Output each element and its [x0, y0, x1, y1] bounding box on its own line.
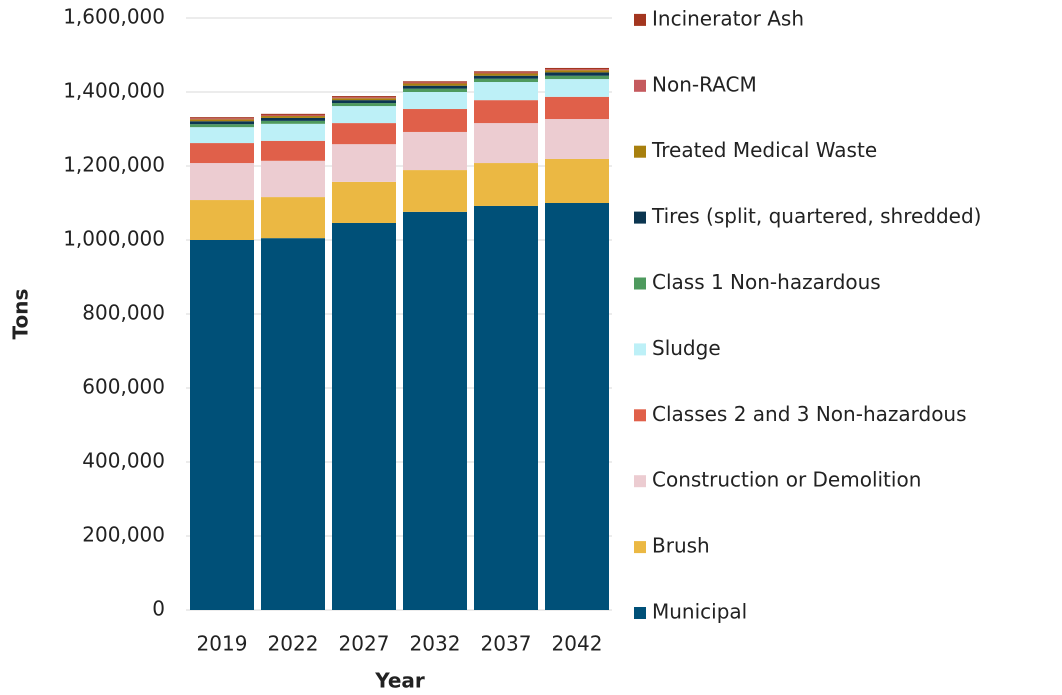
bar-segment — [190, 119, 254, 122]
bar-segment — [261, 116, 325, 118]
legend-label: Incinerator Ash — [652, 6, 804, 30]
bar-segment — [261, 160, 325, 198]
bar-segment — [545, 70, 609, 73]
bar-segment — [545, 96, 609, 120]
bar-segment — [403, 82, 467, 84]
y-tick-label: 400,000 — [82, 449, 165, 473]
bar-segment — [403, 85, 467, 89]
legend-label: Municipal — [652, 600, 747, 624]
bar-segment — [190, 240, 254, 610]
legend-swatch — [634, 475, 646, 488]
bar-segment — [474, 71, 538, 73]
y-tick-label: 800,000 — [82, 301, 165, 325]
bar-segment — [474, 205, 538, 610]
legend-swatch — [634, 343, 646, 356]
legend-label: Treated Medical Waste — [651, 138, 877, 162]
bar-segment — [332, 144, 396, 182]
bar-segment — [332, 222, 396, 611]
legend-swatch — [634, 13, 646, 26]
bar-segment — [332, 181, 396, 223]
bar-segment — [190, 117, 254, 119]
bar-segment — [190, 118, 254, 120]
bar-segment — [190, 121, 254, 125]
bar-segment — [332, 103, 396, 107]
bar-segment — [545, 79, 609, 97]
bar-segment — [332, 98, 396, 101]
bar-segment — [474, 82, 538, 101]
bar-segment — [545, 67, 609, 70]
bar-segment — [261, 238, 325, 610]
bar-segment — [190, 127, 254, 144]
bar-segment — [474, 73, 538, 76]
legend-swatch — [634, 277, 646, 290]
legend-label: Brush — [652, 534, 710, 558]
y-tick-label: 1,600,000 — [63, 5, 165, 29]
legend-swatch — [634, 145, 646, 158]
y-tick-label: 200,000 — [82, 523, 165, 547]
bar-segment — [545, 158, 609, 203]
y-tick-label: 1,200,000 — [63, 153, 165, 177]
y-tick-label: 0 — [152, 597, 165, 621]
y-axis-label: Tons — [9, 289, 33, 340]
bar-segment — [261, 120, 325, 124]
bar-segment — [545, 69, 609, 71]
y-tick-label: 600,000 — [82, 375, 165, 399]
bar-segment — [332, 123, 396, 145]
bar-segment — [403, 81, 467, 83]
bar-segment — [190, 124, 254, 128]
bar-segment — [261, 197, 325, 239]
legend-swatch — [634, 607, 646, 619]
bar-segment — [190, 200, 254, 240]
bar-segment — [403, 131, 467, 171]
bar-segment — [403, 170, 467, 212]
bar-segment — [474, 123, 538, 164]
bar-segment — [474, 100, 538, 124]
legend-label: Class 1 Non-hazardous — [652, 270, 881, 294]
bar-segment — [474, 163, 538, 206]
legend-label: Construction or Demolition — [652, 468, 921, 492]
bar-segment — [190, 143, 254, 164]
legend-swatch — [634, 211, 646, 224]
bar-segment — [474, 72, 538, 74]
bar-segment — [545, 119, 609, 159]
bar-segment — [474, 75, 538, 79]
bar-segment — [332, 100, 396, 104]
y-tick-label: 1,000,000 — [63, 227, 165, 251]
bar-segment — [403, 109, 467, 132]
bar-segment — [403, 92, 467, 110]
legend-label: Non-RACM — [652, 72, 757, 96]
x-tick-label: 2027 — [339, 632, 390, 656]
legend-label: Classes 2 and 3 Non-hazardous — [652, 402, 967, 426]
bar-segment — [332, 96, 396, 98]
bar-segment — [403, 88, 467, 92]
x-tick-label: 2042 — [552, 632, 603, 656]
bar-segment — [545, 203, 609, 610]
legend-swatch — [634, 541, 646, 554]
legend-label: Sludge — [652, 336, 721, 360]
bar-segment — [545, 75, 609, 80]
x-axis-label: Year — [374, 669, 425, 693]
bar-segment — [545, 72, 609, 76]
x-tick-label: 2022 — [268, 632, 319, 656]
bar-segment — [332, 106, 396, 124]
bar-segment — [261, 113, 325, 115]
bar-segment — [261, 114, 325, 117]
bar-segment — [332, 97, 396, 99]
y-tick-label: 1,400,000 — [63, 79, 165, 103]
bar-segment — [190, 163, 254, 201]
x-tick-label: 2019 — [197, 632, 248, 656]
x-tick-label: 2032 — [410, 632, 461, 656]
bar-segment — [474, 78, 538, 83]
bar-segment — [403, 83, 467, 86]
legend-label: Tires (split, quartered, shredded) — [651, 204, 981, 228]
legend-swatch — [634, 409, 646, 422]
bar-segment — [261, 117, 325, 121]
x-tick-label: 2037 — [481, 632, 532, 656]
legend-swatch — [634, 79, 646, 92]
bar-segment — [261, 123, 325, 141]
bar-segment — [403, 211, 467, 610]
bar-segment — [261, 140, 325, 161]
